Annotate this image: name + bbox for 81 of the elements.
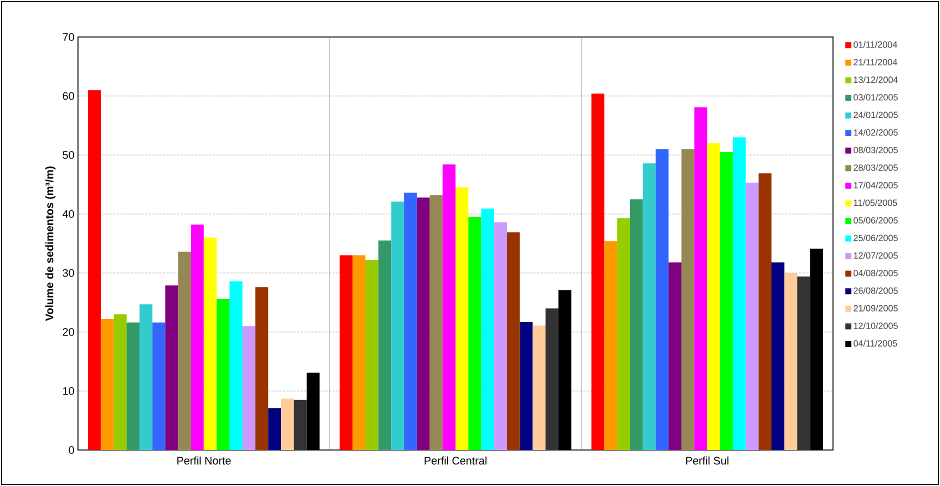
bar: [758, 173, 772, 450]
bar: [242, 326, 256, 450]
bar: [204, 238, 217, 450]
bar: [178, 252, 191, 450]
bar: [365, 260, 378, 450]
y-tick-label: 0: [68, 446, 74, 454]
bar: [391, 202, 404, 450]
bar: [294, 400, 307, 450]
legend-label: 03/01/2005: [854, 94, 898, 100]
legend-label: 12/07/2005: [854, 252, 898, 259]
bar: [100, 319, 114, 450]
bar: [114, 314, 127, 450]
bar: [668, 262, 682, 450]
bar: [88, 90, 101, 450]
legend-label: 21/09/2005: [854, 304, 898, 312]
bar: [720, 152, 733, 450]
y-tick-label: 70: [62, 33, 74, 41]
bar: [216, 298, 230, 450]
bar: [630, 199, 643, 450]
bar: [416, 197, 430, 450]
bar: [404, 192, 417, 450]
legend-label: 25/06/2005: [854, 234, 898, 242]
bar: [255, 287, 268, 450]
bar: [546, 308, 558, 450]
bar: [604, 241, 618, 450]
bar: [797, 276, 810, 450]
legend-label: 08/03/2005: [854, 146, 898, 154]
bar: [281, 398, 294, 450]
legend-label: 05/06/2005: [854, 216, 898, 224]
bar: [732, 137, 746, 450]
bar: [378, 240, 392, 450]
legend-label: 12/10/2005: [854, 322, 898, 329]
legend-label: 11/05/2005: [854, 199, 898, 206]
bar: [140, 304, 152, 450]
legend-label: 26/08/2005: [854, 287, 898, 294]
bar: [126, 322, 140, 450]
bar: [694, 107, 708, 450]
bar: [617, 218, 630, 450]
bar: [591, 94, 604, 450]
y-tick-label: 60: [62, 92, 74, 100]
y-tick-label: 10: [63, 387, 74, 395]
x-tick-label: Perfil Central: [424, 456, 486, 465]
bar: [771, 262, 784, 450]
bar: [340, 255, 353, 450]
bar: [520, 322, 533, 450]
bar: [456, 187, 468, 450]
bar: [642, 163, 656, 450]
legend-label: 13/12/2004: [854, 76, 898, 83]
bar: [352, 255, 366, 450]
legend-label: 01/11/2004: [854, 41, 898, 48]
legend-label: 21/11/2004: [854, 58, 898, 66]
bar: [784, 272, 798, 450]
bar: [190, 224, 204, 450]
legend-label: 28/03/2005: [854, 164, 898, 171]
bar: [152, 322, 166, 450]
bar: [230, 281, 242, 450]
y-tick-label: 40: [62, 210, 74, 218]
bar: [430, 195, 443, 450]
legend-label: 24/01/2005: [854, 111, 898, 118]
y-tick-label: 20: [62, 328, 74, 336]
bar: [707, 143, 720, 450]
x-tick-label: Perfil Sul: [686, 456, 728, 465]
bar: [494, 222, 507, 450]
bar: [746, 182, 759, 450]
bar: [681, 149, 694, 450]
y-tick-label: 30: [62, 269, 74, 277]
bar: [468, 216, 482, 450]
bar: [165, 285, 178, 450]
y-axis-title: Volume de sedimentos (m³/m): [45, 166, 56, 321]
y-tick-label: 50: [62, 151, 74, 159]
x-tick-label: Perfil Norte: [177, 456, 231, 465]
legend-label: 04/11/2005: [854, 340, 898, 347]
bar: [532, 325, 546, 450]
legend-label: 04/08/2005: [854, 270, 898, 276]
bar: [656, 149, 669, 450]
bar: [442, 164, 456, 450]
bar: [481, 208, 494, 450]
bar: [268, 408, 282, 450]
legend-label: 14/02/2005: [854, 129, 898, 136]
legend-label: 17/04/2005: [854, 182, 898, 188]
bar: [506, 232, 520, 450]
